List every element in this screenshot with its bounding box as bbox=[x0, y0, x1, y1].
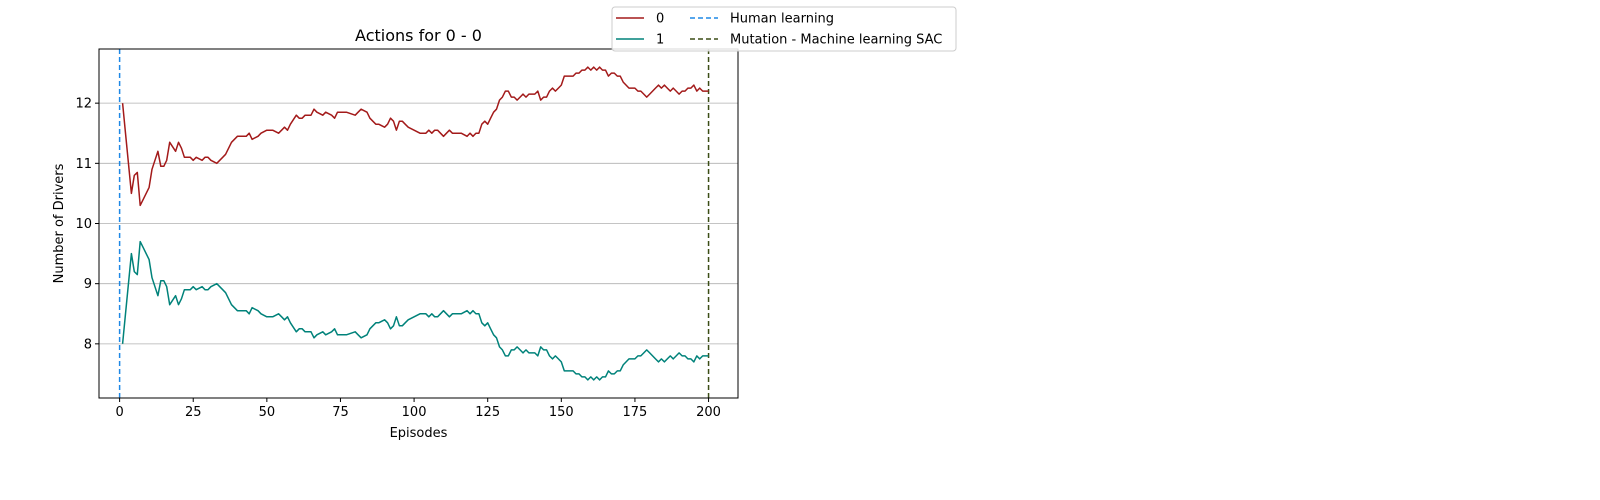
x-tick-label: 75 bbox=[332, 405, 349, 420]
legend-label-vline-0: Human learning bbox=[730, 12, 834, 27]
x-tick-label: 50 bbox=[259, 405, 276, 420]
y-tick-label: 10 bbox=[75, 217, 92, 232]
vertical-marker-lines bbox=[118, 49, 710, 398]
x-tick-label: 0 bbox=[115, 405, 123, 420]
y-axis-label: Number of Drivers bbox=[52, 163, 67, 283]
x-axis-label: Episodes bbox=[390, 426, 448, 441]
legend: 0 1 Human learning Mutation - Machine learn… bbox=[611, 6, 957, 52]
series-lines bbox=[121, 66, 709, 381]
legend-label-vline-1: Mutation - Machine learning SAC bbox=[730, 33, 942, 48]
y-tick-label: 12 bbox=[75, 97, 92, 112]
x-tick-label: 150 bbox=[549, 405, 574, 420]
legend-label-series-0: 0 bbox=[656, 12, 664, 27]
y-axis-ticks: 8 9 10 11 12 bbox=[75, 97, 99, 352]
series-line-0 bbox=[121, 66, 709, 207]
x-tick-label: 125 bbox=[475, 405, 500, 420]
x-tick-label: 175 bbox=[623, 405, 648, 420]
chart-title: Actions for 0 - 0 bbox=[355, 26, 482, 45]
x-tick-label: 200 bbox=[696, 405, 721, 420]
y-tick-label: 11 bbox=[75, 157, 92, 172]
y-tick-label: 9 bbox=[84, 277, 92, 292]
x-tick-label: 100 bbox=[402, 405, 427, 420]
series-line-1 bbox=[121, 240, 709, 381]
y-gridlines bbox=[99, 102, 738, 345]
y-tick-label: 8 bbox=[84, 337, 92, 352]
x-axis-ticks: 0 25 50 75 100 125 150 175 200 bbox=[115, 398, 721, 420]
legend-label-series-1: 1 bbox=[656, 33, 664, 48]
x-tick-label: 25 bbox=[185, 405, 202, 420]
